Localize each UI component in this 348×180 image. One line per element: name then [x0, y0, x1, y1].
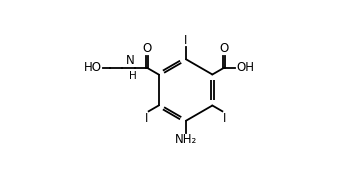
Text: I: I — [223, 112, 227, 125]
Text: HO: HO — [84, 61, 102, 74]
Text: H: H — [129, 71, 137, 81]
Text: N: N — [126, 55, 134, 68]
Text: O: O — [143, 42, 152, 55]
Text: OH: OH — [236, 61, 254, 74]
Text: O: O — [219, 42, 229, 55]
Text: I: I — [184, 34, 187, 47]
Text: NH₂: NH₂ — [174, 133, 197, 146]
Text: I: I — [144, 112, 148, 125]
